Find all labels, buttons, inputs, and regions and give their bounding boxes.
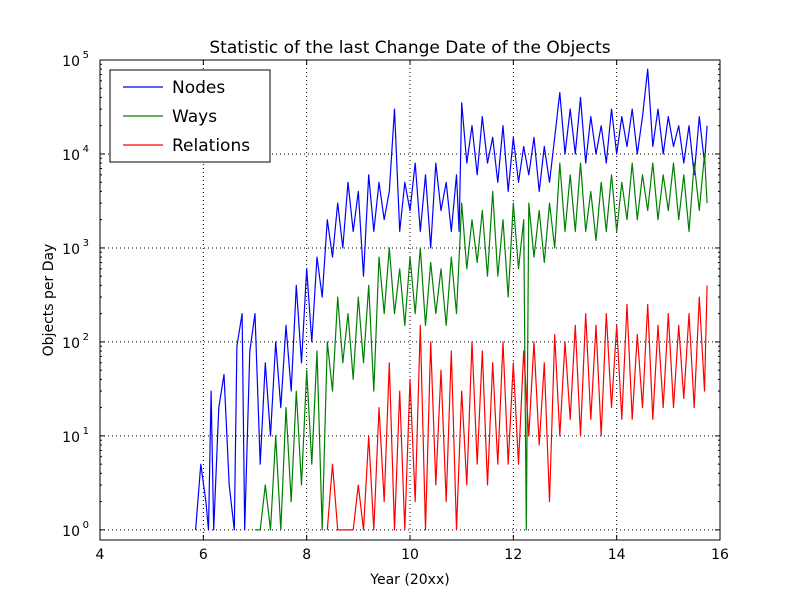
y-tick-label: 10: [62, 54, 80, 70]
legend-label-relations: Relations: [172, 136, 250, 156]
y-axis-label: Objects per Day: [41, 244, 57, 357]
y-tick-exponent: 1: [83, 426, 89, 437]
y-tick-label: 10: [62, 430, 80, 446]
x-tick-label: 6: [199, 547, 208, 563]
legend: Nodes Ways Relations: [109, 69, 271, 163]
y-tick-label: 10: [62, 524, 80, 540]
x-tick-label: 14: [608, 547, 626, 563]
x-tick-label: 8: [302, 547, 311, 563]
x-axis-label: Year (20xx): [369, 572, 449, 588]
y-tick-label: 10: [62, 148, 80, 164]
y-tick-exponent: 4: [83, 144, 89, 155]
x-tick-label: 10: [401, 547, 419, 563]
series-line-relations: [326, 285, 708, 531]
x-tick-label: 12: [504, 547, 522, 563]
series-group: [195, 68, 708, 531]
series-line-nodes: [195, 68, 708, 531]
series-line-ways: [255, 153, 708, 531]
x-tick-label: 4: [96, 547, 105, 563]
chart-title: Statistic of the last Change Date of the…: [209, 38, 610, 58]
y-tick-exponent: 3: [83, 238, 89, 249]
legend-label-nodes: Nodes: [172, 78, 225, 98]
legend-label-ways: Ways: [172, 107, 217, 127]
y-tick-label: 10: [62, 336, 80, 352]
y-tick-exponent: 2: [83, 332, 89, 343]
y-tick-label: 10: [62, 242, 80, 258]
y-tick-exponent: 5: [83, 50, 89, 61]
y-tick-exponent: 0: [83, 520, 89, 531]
x-tick-label: 16: [711, 547, 729, 563]
